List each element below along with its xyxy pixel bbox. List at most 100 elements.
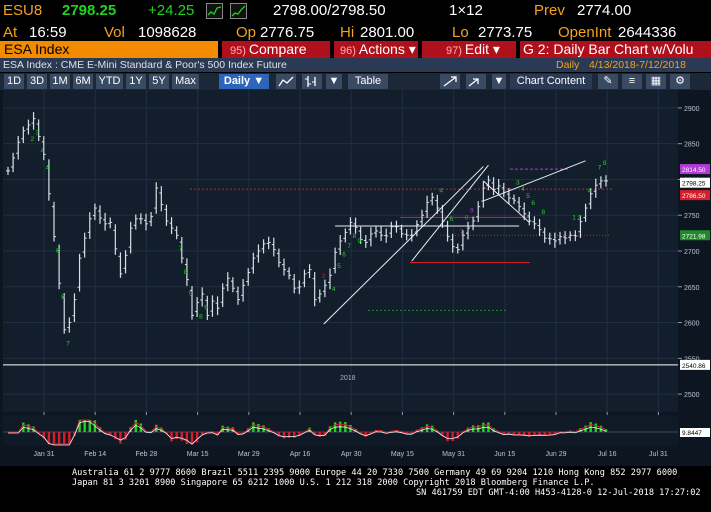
price-bar [41, 136, 46, 161]
count-marker: 4 [46, 165, 50, 172]
histogram-bar [63, 432, 66, 444]
price-bar [598, 176, 603, 189]
settings-icon[interactable]: ⚙ [670, 74, 690, 89]
volume: 1098628 [138, 24, 197, 41]
expand-icon[interactable] [440, 74, 460, 89]
quote-bar-2: At 16:59 Vol 1098628 Op 2776.75 Hi 2801.… [0, 22, 711, 42]
price-bar [31, 112, 36, 130]
price-bar [87, 212, 92, 239]
price-bar [466, 221, 470, 240]
footer-contacts-1: Australia 61 2 9777 8600 Brazil 5511 239… [72, 468, 678, 478]
edit-button[interactable]: 97) Edit ▾ [422, 41, 516, 58]
price-bar [184, 258, 189, 286]
histogram-bar [226, 426, 229, 432]
contract-icon[interactable] [466, 74, 486, 89]
x-tick-label: Feb 28 [136, 451, 158, 458]
low: 2773.75 [478, 24, 533, 41]
price-bar [210, 295, 215, 317]
period-button-1d[interactable]: 1D [4, 74, 24, 89]
chart-content-button[interactable]: Chart Content [510, 74, 592, 89]
period-button-6m[interactable]: 6M [73, 74, 93, 89]
price-bar [542, 227, 547, 243]
price-bar [103, 212, 108, 231]
price-tag-label: 2721.98 [682, 233, 706, 240]
x-tick-label: May 15 [391, 451, 414, 458]
layout-icon[interactable]: ▦ [646, 74, 666, 89]
count-marker: 8 [56, 247, 60, 254]
count-marker: 6 [450, 216, 454, 223]
price-bar [266, 236, 271, 250]
price-bar [430, 192, 435, 206]
price-bar [389, 221, 394, 239]
histogram-bar [308, 427, 311, 432]
price-bar [251, 252, 256, 274]
open-interest-label: OpenInt [558, 24, 612, 41]
actions-button[interactable]: 96) Actions ▾ [334, 41, 418, 58]
histogram-bar [277, 432, 281, 437]
histogram-bar [318, 432, 321, 437]
period-button-1y[interactable]: 1Y [126, 74, 146, 89]
period-button-ytd[interactable]: YTD [96, 74, 123, 89]
footer-contacts-2: Japan 81 3 3201 8900 Singapore 65 6212 1… [72, 478, 595, 488]
histogram-bar [32, 426, 35, 432]
layers-icon[interactable]: ≡ [622, 74, 642, 89]
sparkline-icon[interactable] [206, 3, 223, 19]
indicator-histogram [3, 419, 678, 446]
y-tick-label: 2700 [684, 249, 700, 256]
period-button-3d[interactable]: 3D [27, 74, 47, 89]
period-button-1m[interactable]: 1M [50, 74, 70, 89]
histogram-bar [466, 427, 470, 432]
count-marker: 4 [439, 187, 443, 194]
period-button-max[interactable]: Max [172, 74, 199, 89]
chevron-down-icon[interactable]: ▼ [326, 74, 342, 89]
price-bar [82, 232, 87, 258]
price-bar [46, 159, 51, 201]
line-chart-icon[interactable] [276, 74, 296, 89]
price-bar [113, 224, 118, 255]
price-bar [558, 231, 562, 245]
price-bar [195, 297, 200, 317]
count-marker: 7 [598, 164, 602, 171]
edit-icon[interactable]: ✎ [598, 74, 618, 89]
sparkline-icon[interactable] [230, 3, 247, 19]
histogram-bar [52, 432, 56, 444]
count-marker: 8 [352, 233, 356, 240]
histogram-bar [364, 432, 367, 437]
count-marker: 3 [516, 179, 520, 186]
price-bar [358, 226, 363, 244]
quote-bar: ESU8 2798.25 +24.25 2798.00/2798.50 1×12… [0, 0, 711, 22]
footer: Australia 61 2 9777 8600 Brazil 5511 239… [0, 466, 711, 512]
compare-button[interactable]: 95) Compare [222, 41, 330, 58]
security-field[interactable]: ESA Index [0, 41, 218, 58]
high-label: Hi [340, 24, 355, 41]
chevron-down-icon[interactable]: ▼ [492, 74, 506, 89]
price-bar [593, 178, 598, 198]
price-bar [450, 233, 455, 253]
count-marker: 6 [531, 200, 535, 207]
trend-line [483, 160, 586, 202]
price-bar [517, 196, 522, 212]
histogram-bar [109, 432, 112, 436]
price-bar [246, 268, 251, 286]
price-bar [57, 244, 62, 290]
count-marker: 9 [358, 238, 362, 245]
histogram-bar [543, 432, 546, 436]
price-bar [282, 258, 286, 276]
table-button[interactable]: Table [348, 74, 388, 89]
indicator-line [8, 420, 607, 446]
count-marker: 3 [36, 129, 40, 136]
price-bar [297, 280, 302, 295]
x-tick-label: Mar 15 [187, 451, 209, 458]
period-button-5y[interactable]: 5Y [149, 74, 169, 89]
frequency-dropdown[interactable]: Daily ▼ [219, 74, 269, 89]
price-bar [133, 214, 138, 230]
histogram-bar [42, 432, 45, 439]
histogram-bar [451, 432, 454, 441]
y-tick-label: 2900 [684, 106, 700, 113]
histogram-bar [282, 432, 286, 439]
bar-chart-icon[interactable] [302, 74, 322, 89]
x-tick-label: May 31 [442, 451, 465, 458]
histogram-bar [170, 432, 173, 442]
y-tick-label: 2650 [684, 285, 700, 292]
